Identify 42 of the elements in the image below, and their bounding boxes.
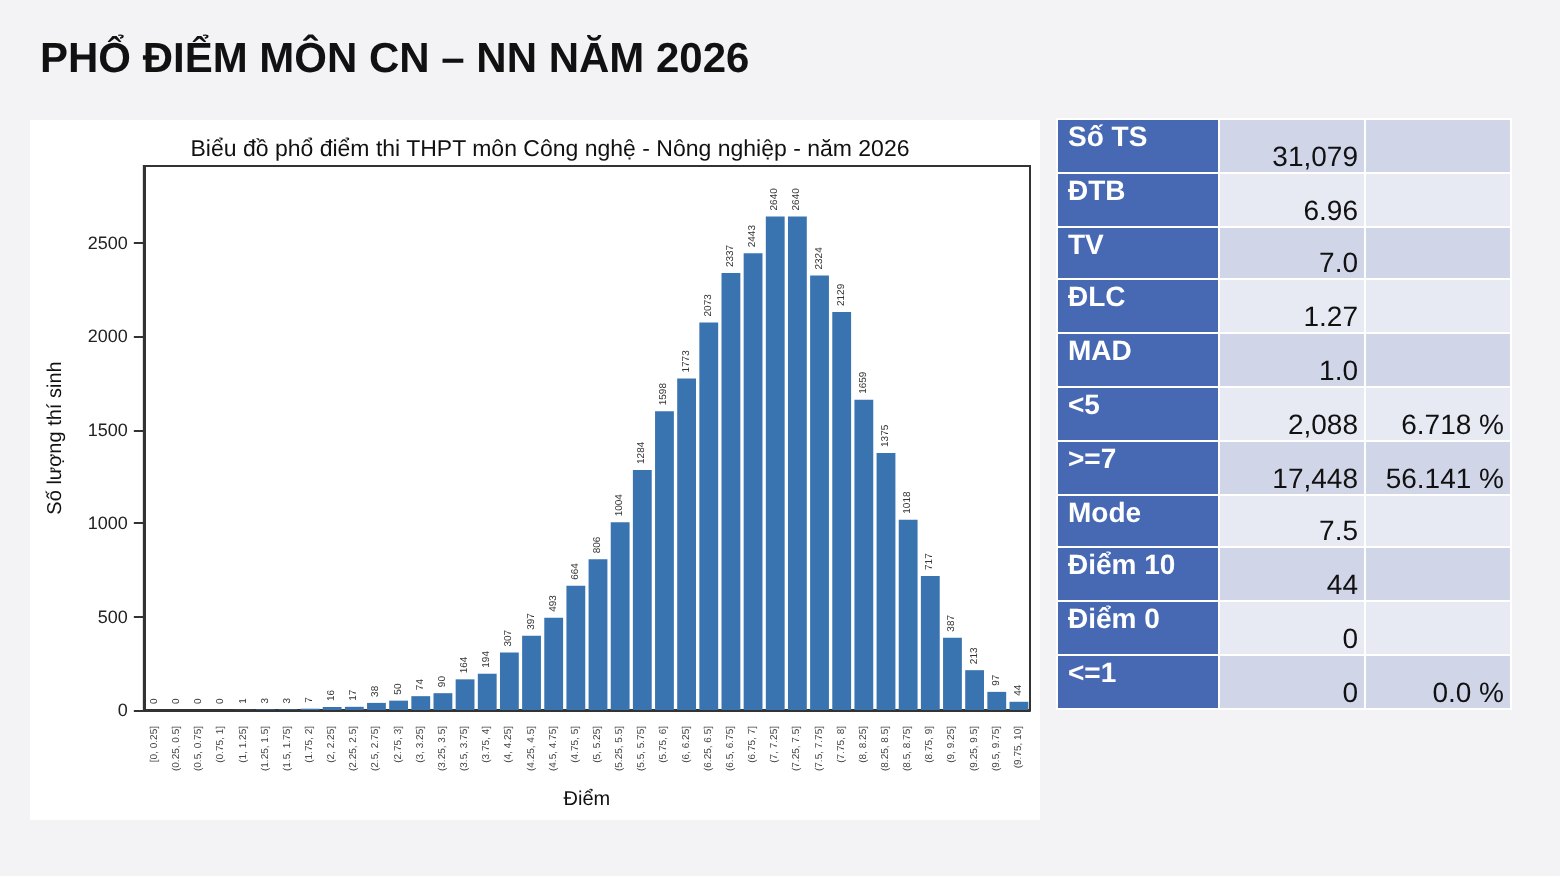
text: 0.0 % xyxy=(1432,675,1504,708)
category-label: <=1 xyxy=(1057,654,1219,709)
category-label: ĐTB xyxy=(1057,172,1219,227)
bar xyxy=(743,253,763,710)
category-label: Số TS xyxy=(1057,119,1219,173)
y-axis-title: Số lượng thí sinh xyxy=(45,361,67,515)
text: 2,088 xyxy=(1287,407,1358,440)
y-tick-label: 0 xyxy=(117,700,128,720)
text: 7.0 xyxy=(1319,246,1358,279)
category-label: MAD xyxy=(1057,333,1219,387)
text: 6.718 % xyxy=(1401,407,1504,440)
chart-subtitle: Biểu đồ phổ điểm thi THPT môn Công nghệ - Nông nghiệp - năm 2026 xyxy=(190,136,910,162)
bar xyxy=(1009,701,1029,710)
text: 0 xyxy=(1342,621,1358,654)
text: 1.27 xyxy=(1303,300,1358,333)
category-label: Mode xyxy=(1057,494,1219,548)
category-label: >=7 xyxy=(1057,440,1219,495)
bar xyxy=(588,559,608,710)
text: 6.96 xyxy=(1303,193,1358,226)
text: 0 xyxy=(1342,675,1358,708)
y-tick-label: 1500 xyxy=(87,419,128,440)
text: 44 xyxy=(1326,568,1358,601)
category-label: Điểm 10 xyxy=(1057,547,1219,602)
bar xyxy=(455,679,475,710)
x-axis-title: Điểm xyxy=(563,787,611,811)
text: 17,448 xyxy=(1272,461,1358,494)
y-tick-label: 1000 xyxy=(87,513,128,534)
category-label: ĐLC xyxy=(1057,279,1219,334)
text: 7.5 xyxy=(1319,514,1358,547)
y-tick-label: 2500 xyxy=(87,232,128,253)
category-label: TV xyxy=(1057,226,1219,280)
bar xyxy=(721,273,741,710)
y-tick-label: 2000 xyxy=(87,326,128,347)
chart-title: PHỔ ĐIỂM MÔN CN – NN NĂM 2026 xyxy=(40,36,750,84)
text: 1.0 xyxy=(1319,353,1358,386)
category-label: Điểm 0 xyxy=(1057,601,1219,655)
category-label: <5 xyxy=(1057,386,1219,441)
text: 31,079 xyxy=(1272,139,1358,172)
y-tick-label: 500 xyxy=(97,606,128,627)
text: 56.141 % xyxy=(1385,461,1504,494)
bar xyxy=(433,693,453,710)
bar xyxy=(876,452,896,710)
